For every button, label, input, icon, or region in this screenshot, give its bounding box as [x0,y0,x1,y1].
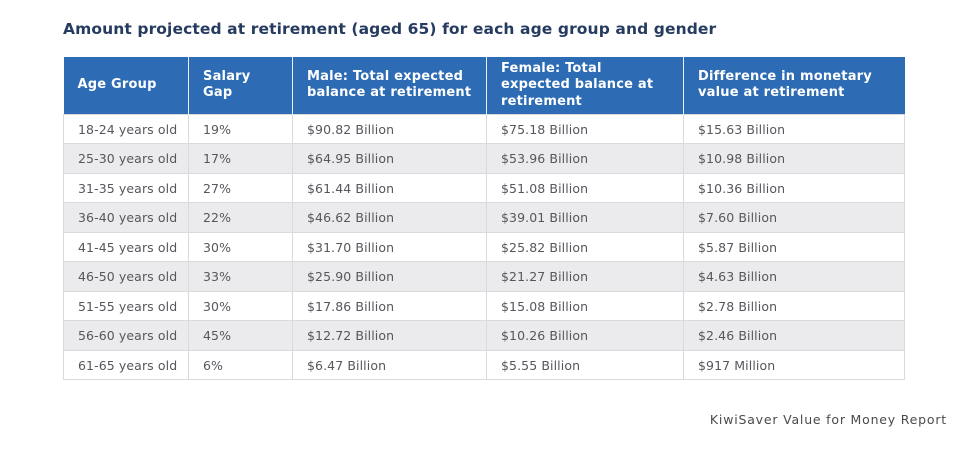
table-row: 46-50 years old 33% $25.90 Billion $21.27 B… [63,261,905,292]
table-cell: 41-45 years old [63,231,189,263]
column-header-2: Male: Total expected balance at retireme… [292,57,487,115]
table-row: 25-30 years old 17% $64.95 Billion $53.96 B… [63,143,905,174]
table-cell: 25-30 years old [63,143,189,174]
column-header-1: Salary Gap [188,57,293,115]
table-cell: $5.55 Billion [486,349,684,381]
table-cell: $10.98 Billion [683,143,905,174]
table-title: Amount projected at retirement (aged 65)… [63,20,717,38]
table-cell: 61-65 years old [63,349,189,381]
table-cell: $53.96 Billion [486,143,684,174]
retirement-projection-table: Age Group Salary Gap Male: Total expected … [63,57,905,381]
table-cell: 18-24 years old [63,113,189,145]
table-cell: 45% [188,320,293,351]
table-cell: $10.36 Billion [683,172,905,204]
source-note: KiwiSaver Value for Money Report [709,412,947,427]
table-cell: $917 Million [683,349,905,381]
table-cell: $46.62 Billion [292,202,487,233]
table-cell: $90.82 Billion [292,113,487,145]
table-header: Age Group Salary Gap Male: Total expected … [63,57,905,115]
table-cell: $12.72 Billion [292,320,487,351]
table-cell: 31-35 years old [63,172,189,204]
table-body: 18-24 years old 19% $90.82 Billion $75.18 B… [63,113,905,381]
column-header-4: Difference in monetary value at retireme… [683,57,905,115]
table-cell: $4.63 Billion [683,261,905,292]
table-cell: $75.18 Billion [486,113,684,145]
table-cell: $17.86 Billion [292,290,487,322]
table-cell: $25.82 Billion [486,231,684,263]
table-cell: 17% [188,143,293,174]
table-cell: 30% [188,290,293,322]
table-cell: 51-55 years old [63,290,189,322]
table-cell: $15.63 Billion [683,113,905,145]
table-cell: 33% [188,261,293,292]
table-cell: $61.44 Billion [292,172,487,204]
data-table: Age Group Salary Gap Male: Total expected … [63,57,905,381]
table-cell: $15.08 Billion [486,290,684,322]
table-cell: 6% [188,349,293,381]
table-cell: $21.27 Billion [486,261,684,292]
table-cell: $2.46 Billion [683,320,905,351]
table-cell: $51.08 Billion [486,172,684,204]
table-cell: $7.60 Billion [683,202,905,233]
table-row: 51-55 years old 30% $17.86 Billion $15.08 B… [63,290,905,322]
table-cell: $5.87 Billion [683,231,905,263]
table-cell: $6.47 Billion [292,349,487,381]
table-cell: $39.01 Billion [486,202,684,233]
column-header-3: Female: Total expected balance at retire… [486,57,684,115]
column-header-0: Age Group [63,57,189,115]
table-row: 41-45 years old 30% $31.70 Billion $25.82 B… [63,231,905,263]
table-header-row: Age Group Salary Gap Male: Total expected … [63,57,905,115]
table-cell: $10.26 Billion [486,320,684,351]
table-cell: 30% [188,231,293,263]
table-cell: 19% [188,113,293,145]
table-row: 61-65 years old 6% $6.47 Billion $5.55 Bill… [63,349,905,381]
table-row: 36-40 years old 22% $46.62 Billion $39.01 B… [63,202,905,233]
table-cell: 22% [188,202,293,233]
table-row: 31-35 years old 27% $61.44 Billion $51.08 B… [63,172,905,204]
table-row: 56-60 years old 45% $12.72 Billion $10.26 B… [63,320,905,351]
table-cell: 27% [188,172,293,204]
table-cell: $31.70 Billion [292,231,487,263]
table-cell: $64.95 Billion [292,143,487,174]
table-cell: $25.90 Billion [292,261,487,292]
table-cell: 56-60 years old [63,320,189,351]
table-cell: 36-40 years old [63,202,189,233]
table-cell: $2.78 Billion [683,290,905,322]
table-cell: 46-50 years old [63,261,189,292]
table-row: 18-24 years old 19% $90.82 Billion $75.18 B… [63,113,905,145]
